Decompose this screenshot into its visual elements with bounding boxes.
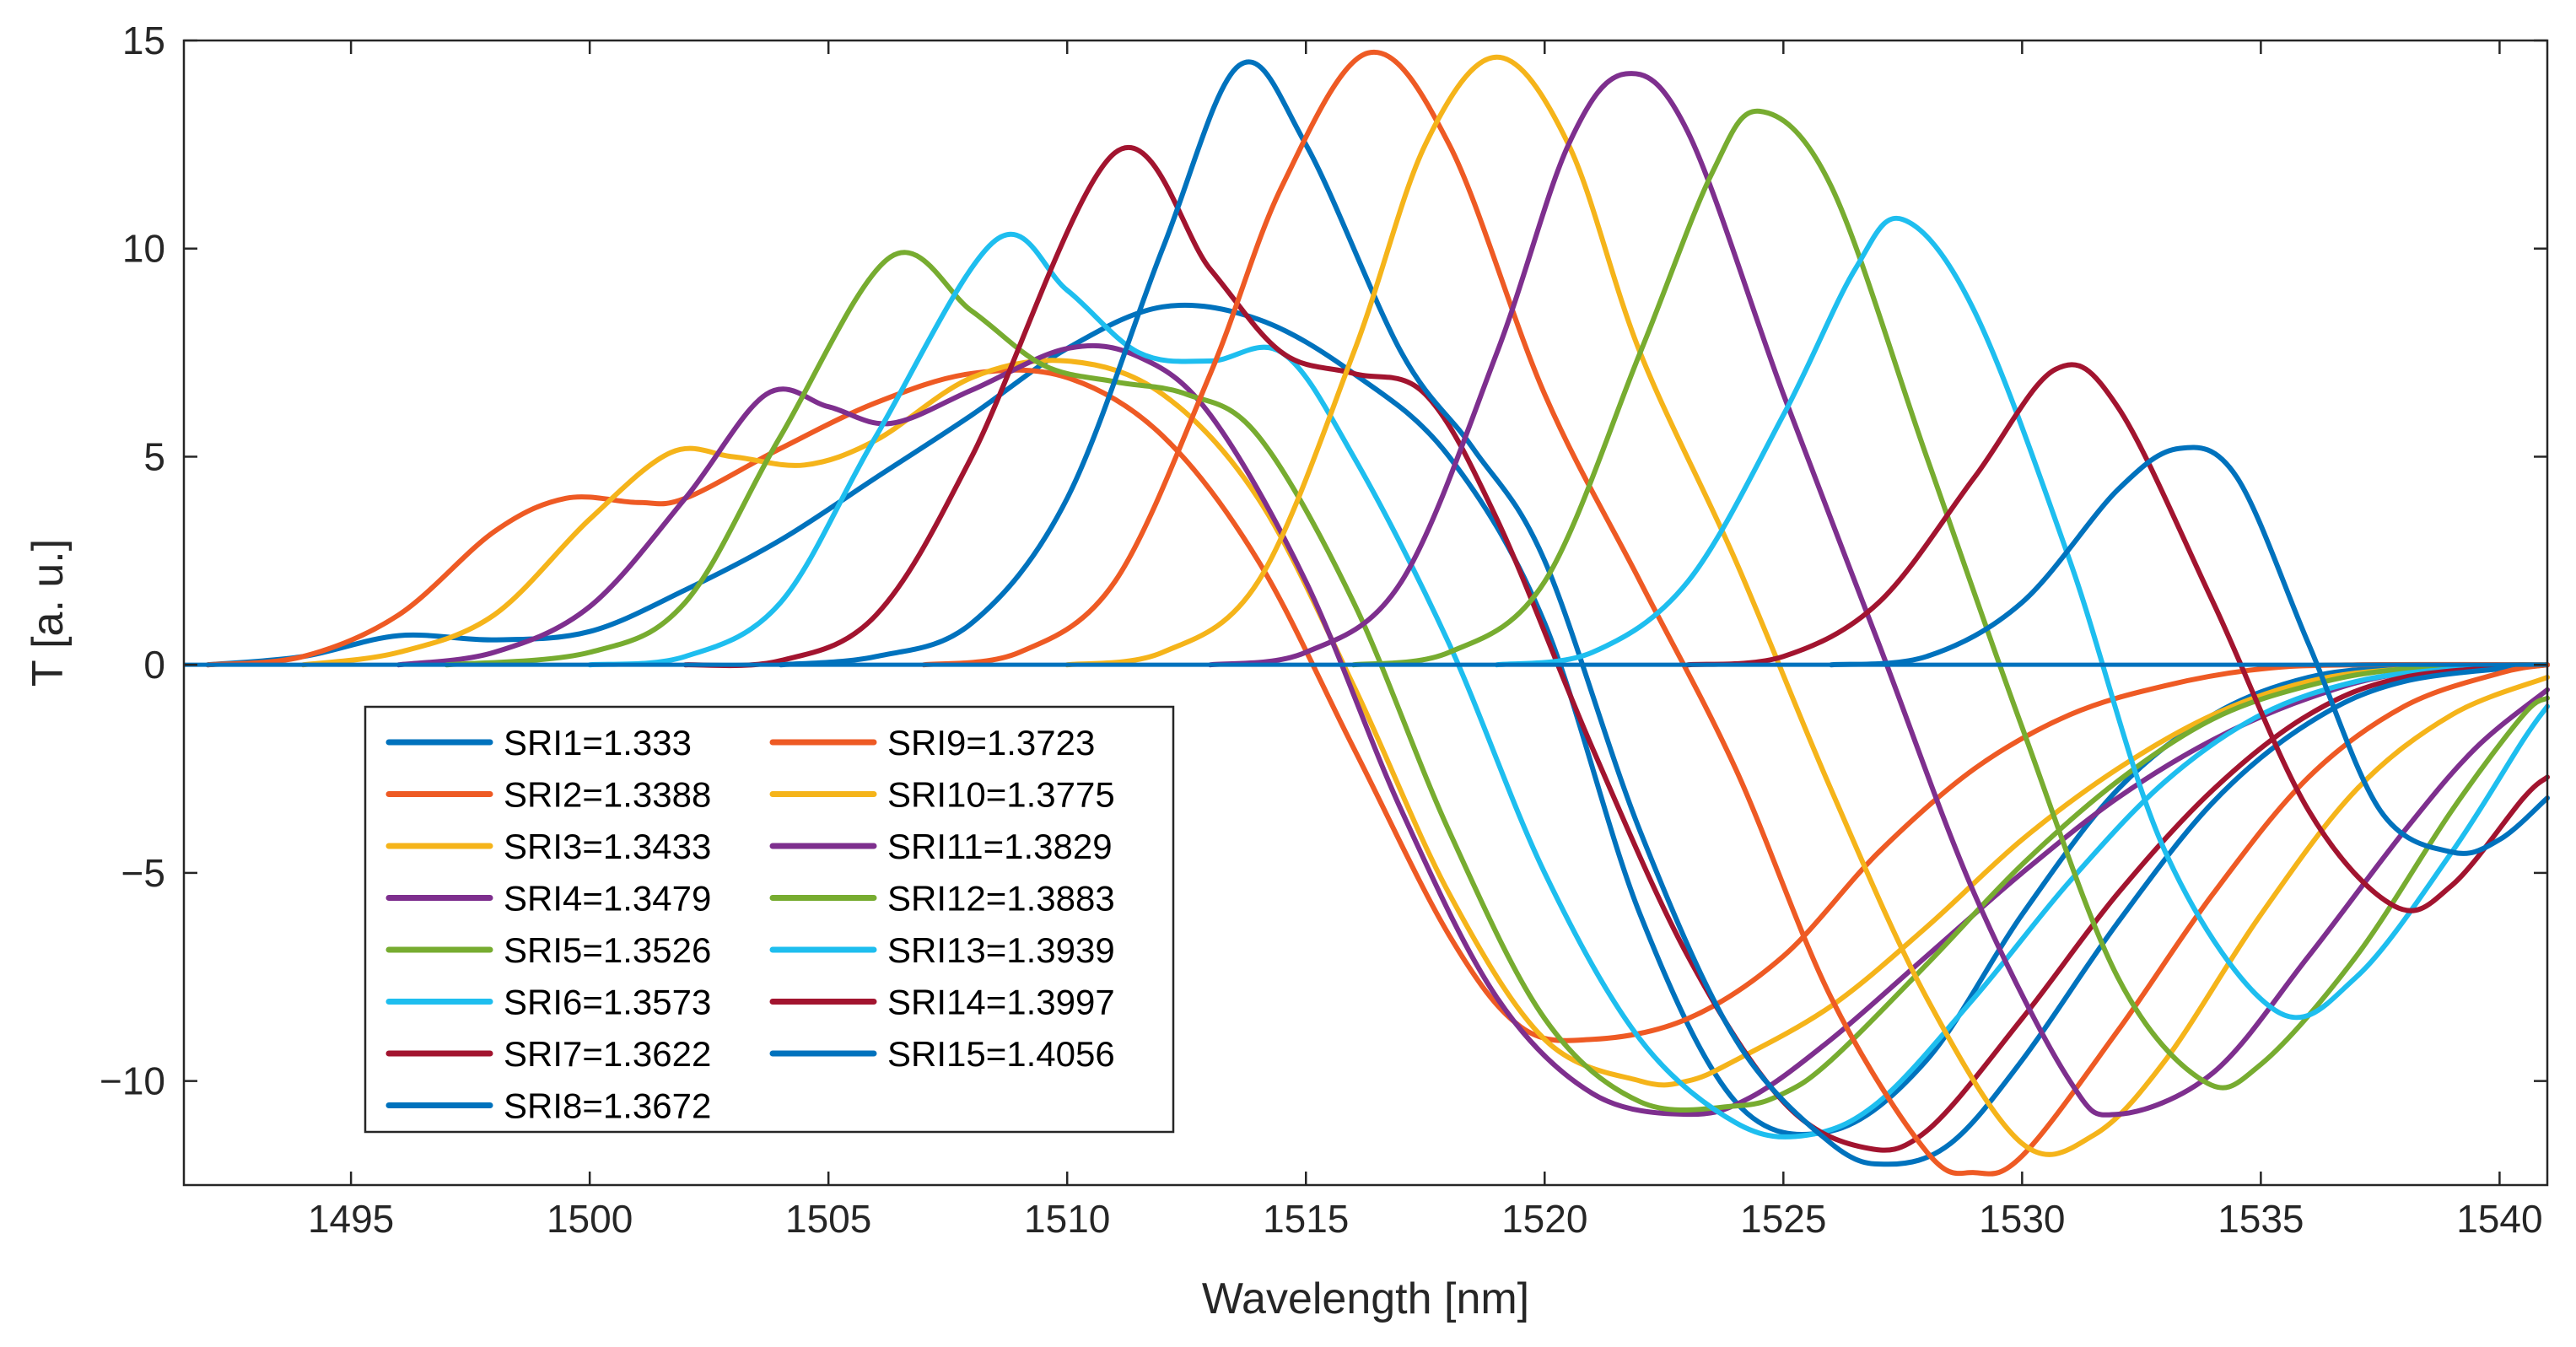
series-line-sri4 xyxy=(396,342,2550,1118)
legend-label: SRI10=1.3775 xyxy=(887,775,1115,815)
y-tick-label: −10 xyxy=(100,1059,165,1103)
x-tick-label: 1495 xyxy=(308,1197,394,1241)
legend-label: SRI7=1.3622 xyxy=(504,1034,711,1074)
y-tick-label: 5 xyxy=(143,434,165,478)
y-tick-label: 15 xyxy=(122,19,165,62)
legend-label: SRI5=1.3526 xyxy=(504,930,711,970)
x-tick-label: 1520 xyxy=(1501,1197,1587,1241)
series-line-sri7 xyxy=(682,144,2550,1153)
series-line-sri14 xyxy=(1685,362,2550,913)
x-tick-label: 1515 xyxy=(1263,1197,1349,1241)
legend-label: SRI1=1.333 xyxy=(504,723,692,762)
x-axis-title: Wavelength [nm] xyxy=(1202,1274,1529,1323)
x-tick-label: 1505 xyxy=(785,1197,871,1241)
series-line-sri12 xyxy=(1350,108,2550,1091)
x-tick-label: 1525 xyxy=(1740,1197,1826,1241)
legend-label: SRI9=1.3723 xyxy=(887,723,1095,762)
legend-label: SRI6=1.3573 xyxy=(504,983,711,1022)
y-ticks: 15 10 5 0 −10 −5 xyxy=(100,19,2547,1103)
x-ticks: 1495 1500 1505 1510 1515 1520 1525 1530 1535 1540 xyxy=(308,40,2543,1241)
y-axis-title: T [a. u.] xyxy=(24,539,73,687)
legend-label: SRI12=1.3883 xyxy=(887,879,1115,919)
y-tick-label: 10 xyxy=(122,227,165,271)
legend-label: SRI3=1.3433 xyxy=(504,827,711,866)
series-line-sri2 xyxy=(205,367,2550,1043)
legend-label: SRI4=1.3479 xyxy=(504,879,711,919)
legend: SRI1=1.333 SRI2=1.3388 SRI3=1.3433 SRI4=1.3… xyxy=(364,705,1175,1134)
series-layer xyxy=(205,49,2550,1177)
plot-frame xyxy=(182,39,2549,1187)
x-tick-label: 1500 xyxy=(547,1197,633,1241)
legend-label: SRI15=1.4056 xyxy=(887,1034,1115,1074)
legend-label: SRI8=1.3672 xyxy=(504,1086,711,1126)
x-tick-label: 1535 xyxy=(2218,1197,2304,1241)
series-line-sri6 xyxy=(587,231,2550,1140)
y-tick-label: −5 xyxy=(121,851,165,895)
series-line-sri13 xyxy=(1494,215,2550,1021)
x-tick-label: 1540 xyxy=(2456,1197,2542,1241)
legend-box xyxy=(364,705,1175,1134)
series-line-sri5 xyxy=(444,250,2550,1113)
y-tick-label: 0 xyxy=(143,643,165,687)
legend-label: SRI2=1.3388 xyxy=(504,775,711,815)
legend-label: SRI14=1.3997 xyxy=(887,983,1115,1022)
series-line-sri10 xyxy=(1064,54,2550,1157)
series-line-sri11 xyxy=(1208,71,2550,1118)
x-tick-label: 1510 xyxy=(1024,1197,1110,1241)
series-line-sri9 xyxy=(921,49,2550,1177)
series-line-sri15 xyxy=(1828,445,2550,856)
legend-label: SRI11=1.3829 xyxy=(887,827,1113,866)
series-line-sri3 xyxy=(300,358,2550,1088)
x-tick-label: 1530 xyxy=(1979,1197,2065,1241)
legend-label: SRI13=1.3939 xyxy=(887,930,1115,970)
